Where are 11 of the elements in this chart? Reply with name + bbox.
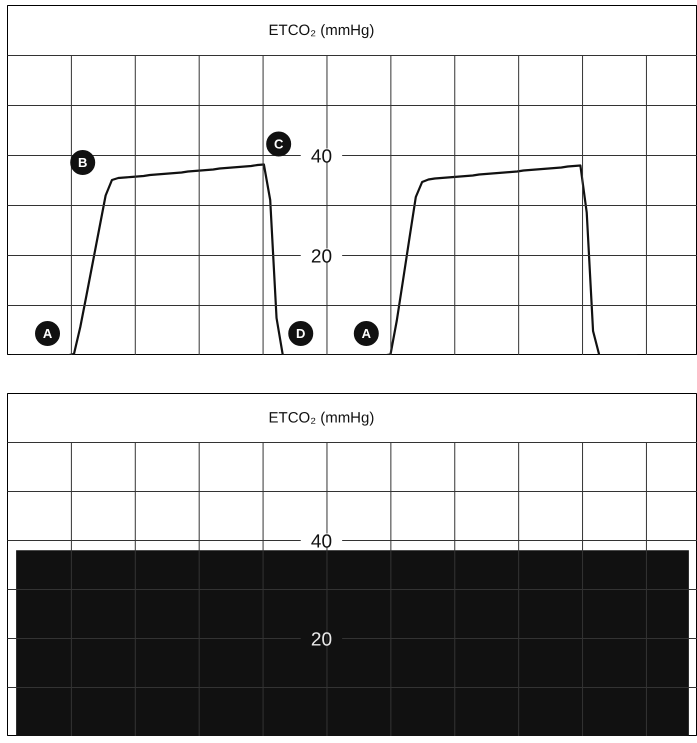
annotation: B: [78, 155, 88, 170]
text: ETCO₂ (mmHg): [268, 22, 374, 39]
y-tick-label: 40: [310, 146, 332, 168]
annotation: A: [362, 326, 372, 341]
y-tick-label: 40: [310, 532, 332, 552]
y-tick-label: 20: [310, 246, 332, 268]
annotation: C: [274, 136, 284, 152]
y-tick-label: 20: [310, 630, 332, 650]
annotation: A: [42, 326, 53, 341]
text: ETCO₂ (mmHg): [268, 410, 374, 426]
annotation: D: [296, 326, 306, 341]
